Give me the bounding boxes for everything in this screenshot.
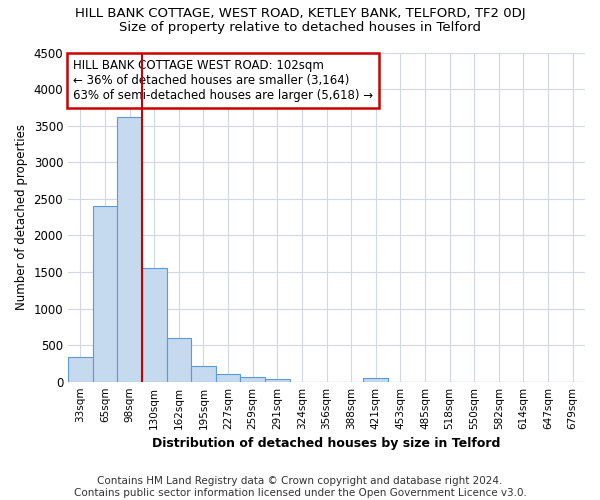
Text: Contains HM Land Registry data © Crown copyright and database right 2024.
Contai: Contains HM Land Registry data © Crown c…: [74, 476, 526, 498]
Bar: [92, 206, 117, 382]
Bar: [117, 117, 142, 382]
Bar: [265, 379, 290, 382]
Text: HILL BANK COTTAGE, WEST ROAD, KETLEY BANK, TELFORD, TF2 0DJ: HILL BANK COTTAGE, WEST ROAD, KETLEY BAN…: [74, 8, 526, 20]
Bar: [191, 366, 216, 382]
Text: HILL BANK COTTAGE WEST ROAD: 102sqm
← 36% of detached houses are smaller (3,164): HILL BANK COTTAGE WEST ROAD: 102sqm ← 36…: [73, 59, 373, 102]
Bar: [241, 378, 265, 382]
Bar: [142, 268, 167, 382]
Bar: [167, 338, 191, 382]
Bar: [68, 357, 92, 382]
X-axis label: Distribution of detached houses by size in Telford: Distribution of detached houses by size …: [152, 437, 501, 450]
Bar: [216, 374, 241, 382]
Text: Size of property relative to detached houses in Telford: Size of property relative to detached ho…: [119, 21, 481, 34]
Y-axis label: Number of detached properties: Number of detached properties: [15, 124, 28, 310]
Bar: [364, 378, 388, 382]
